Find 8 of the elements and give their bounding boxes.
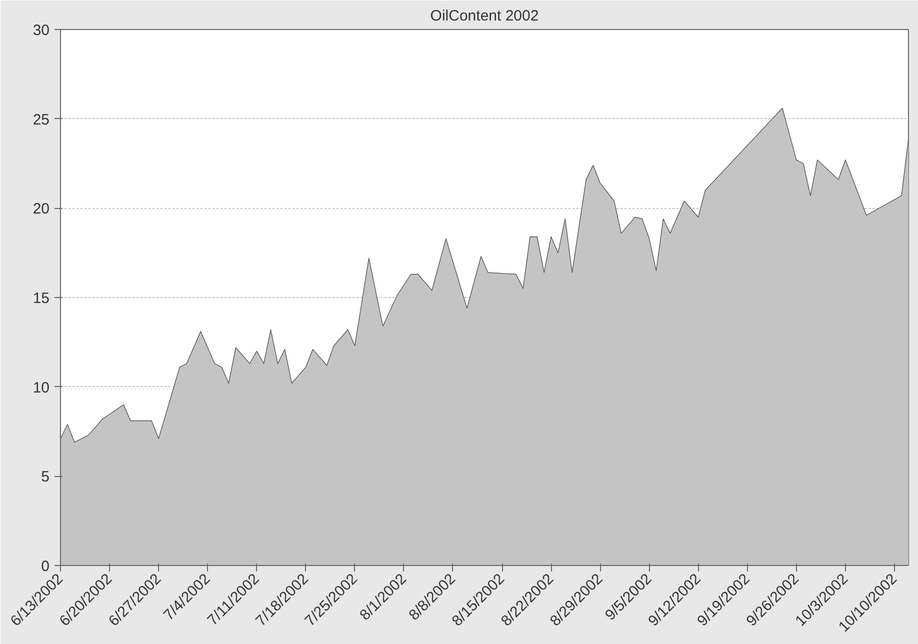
- y-tick-label: 15: [32, 290, 50, 307]
- y-tick-label: 5: [41, 468, 50, 486]
- y-tick-label: 0: [41, 558, 50, 575]
- y-tick-label: 30: [32, 22, 50, 39]
- y-tick-label: 20: [32, 200, 50, 218]
- y-tick-label: 25: [32, 111, 50, 128]
- chart-title: OilContent 2002: [430, 8, 539, 24]
- y-tick-label: 10: [32, 379, 50, 396]
